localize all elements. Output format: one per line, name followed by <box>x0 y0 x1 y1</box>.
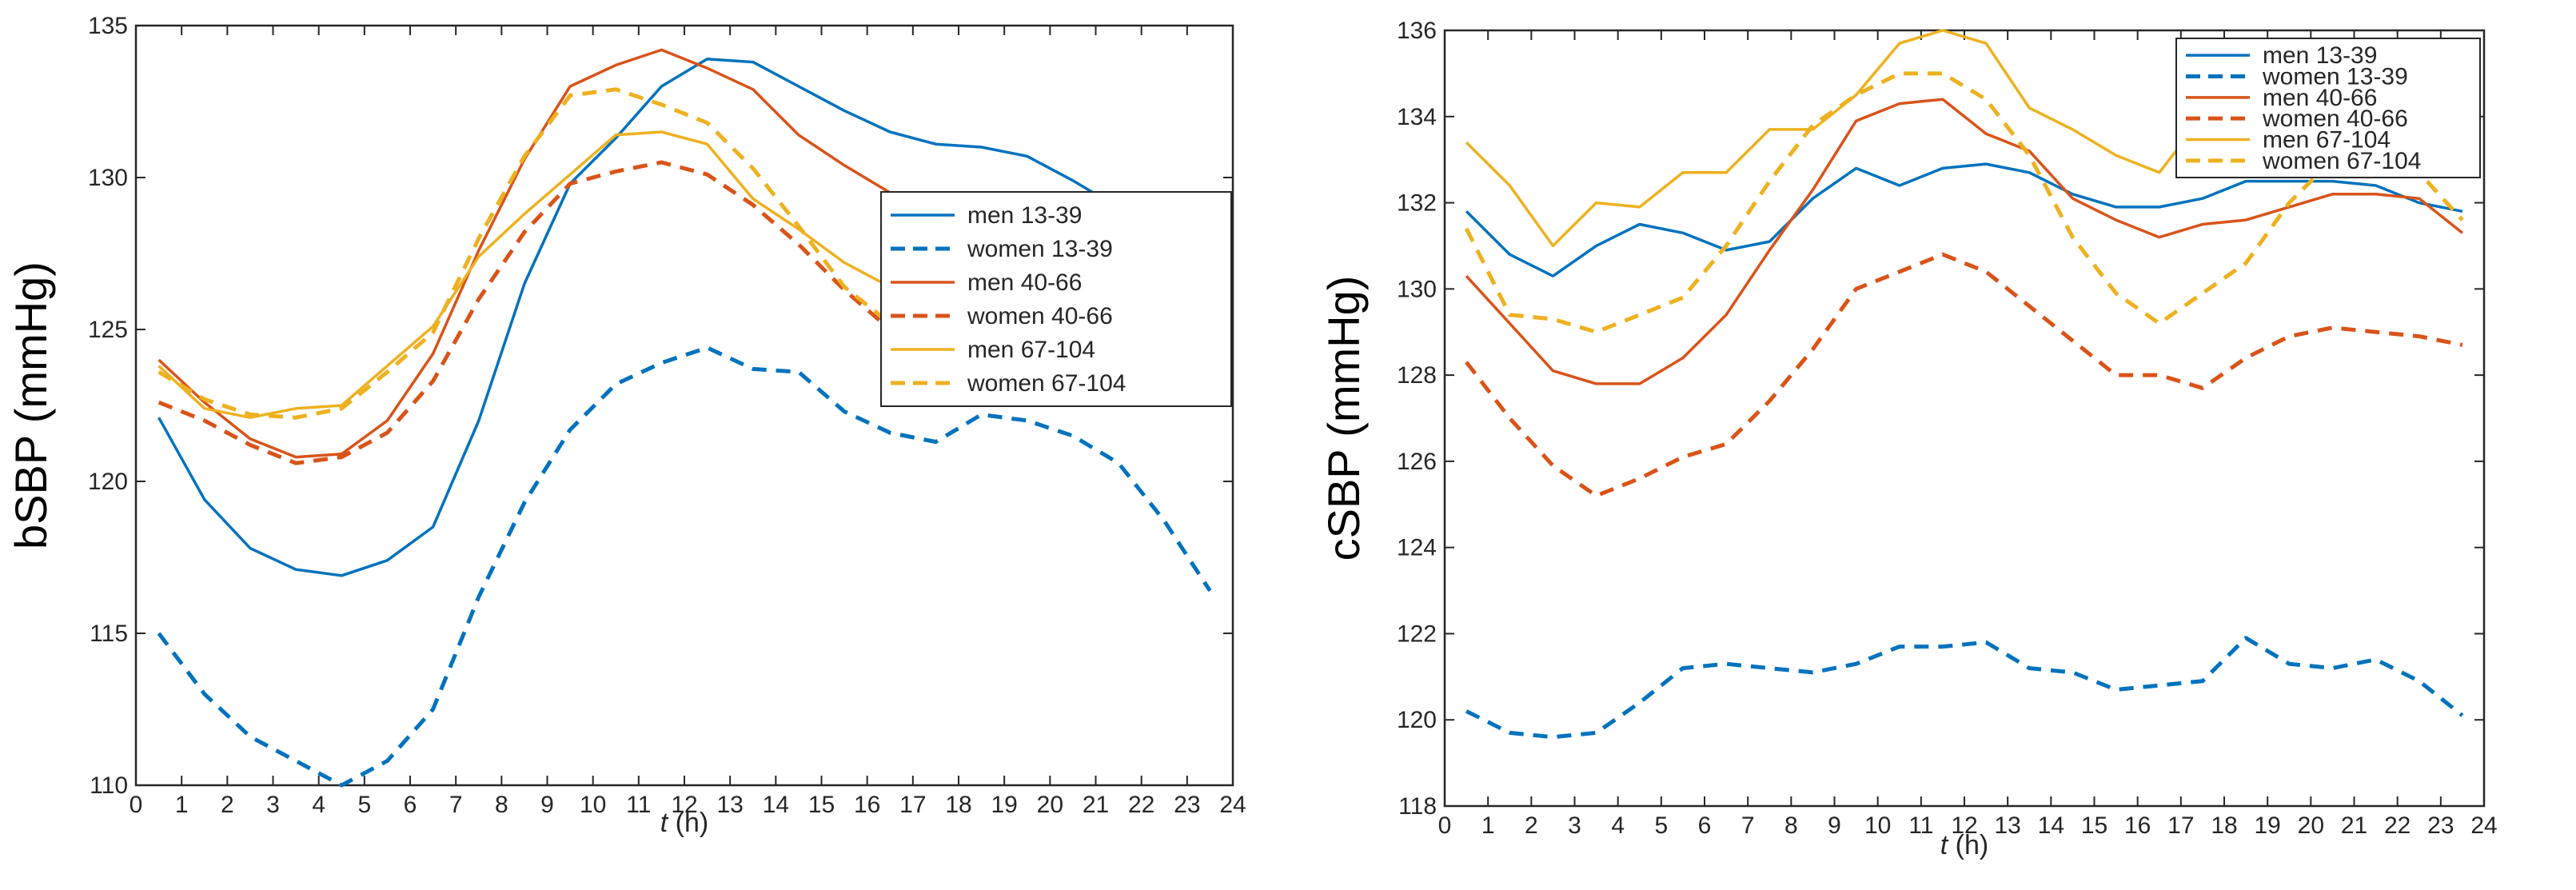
chart1-xtick-label-17: 17 <box>899 792 926 818</box>
chart1-ytick-label-2: 120 <box>88 469 128 495</box>
chart1-xtick-label-3: 3 <box>266 792 280 818</box>
chart1-legend-label-4: men 67-104 <box>967 337 1095 363</box>
chart1-xtick-label-23: 23 <box>1174 792 1200 818</box>
chart2-ytick-label-1: 120 <box>1397 707 1437 733</box>
chart2-ytick-label-5: 128 <box>1397 362 1437 389</box>
chart1-xtick-label-15: 15 <box>808 792 835 818</box>
chart1-xtick-label-13: 13 <box>716 792 743 818</box>
chart2-legend-label-4: men 67-104 <box>2263 127 2391 154</box>
chart2-ytick-label-0: 118 <box>1398 793 1437 820</box>
chart1-legend-box <box>880 191 1232 407</box>
chart1-xtick-label-5: 5 <box>357 792 371 818</box>
chart2-xtick-label-1: 1 <box>1481 812 1495 839</box>
chart2-xtick-label-19: 19 <box>2254 812 2280 839</box>
chart1-legend-label-5: women 67-104 <box>967 370 1126 397</box>
chart2-series-women-13-39 <box>1465 636 2464 740</box>
chart2-xtick-label-10: 10 <box>1864 812 1891 839</box>
chart1-ytick-label-1: 115 <box>90 621 128 647</box>
chart1-series-men-13-39 <box>158 58 1211 577</box>
chart2-xtick-label-23: 23 <box>2427 812 2454 839</box>
chart2-xtick-label-7: 7 <box>1741 812 1755 839</box>
chart1-xtick-label-20: 20 <box>1037 792 1063 818</box>
chart2-ytick-label-2: 122 <box>1397 621 1437 647</box>
chart2-xtick-label-14: 14 <box>2038 812 2064 839</box>
chart2-panel: 0 1 2 3 4 5 6 7 8 9 10 11 12 13 14 15 16 17 18 19 20 21 22 23 24… <box>1318 18 2498 860</box>
chart2-xtick-label-24: 24 <box>2470 812 2497 839</box>
chart1-xtick-label-14: 14 <box>763 792 789 818</box>
chart1-xtick-label-10: 10 <box>580 792 606 818</box>
chart2-xtick-label-13: 13 <box>1994 812 2020 839</box>
chart1-legend-label-1: women 13-39 <box>967 236 1113 262</box>
chart2-series-men-40-66 <box>1465 98 2463 385</box>
chart1-xlabel: t (h) <box>660 808 708 838</box>
chart1-xlabel-unit: (h) <box>668 808 708 838</box>
chart2-ytick-label-4: 126 <box>1397 449 1437 475</box>
chart2-legend-label-1: women 13-39 <box>2262 64 2408 90</box>
chart2-xtick-label-20: 20 <box>2298 812 2324 839</box>
chart2-legend-label-5: women 67-104 <box>2262 148 2421 174</box>
chart2-xtick-label-0: 0 <box>1438 812 1452 839</box>
chart2-xtick-label-21: 21 <box>2341 812 2367 839</box>
chart2-xtick-label-5: 5 <box>1654 812 1668 839</box>
chart2-xtick-label-11: 11 <box>1908 812 1933 839</box>
chart1-xtick-label-6: 6 <box>404 792 417 818</box>
chart2-xtick-label-3: 3 <box>1568 812 1581 839</box>
chart1-xtick-label-0: 0 <box>130 792 143 818</box>
chart1-xtick-label-1: 1 <box>175 792 189 818</box>
chart2-xtick-label-15: 15 <box>2081 812 2107 839</box>
chart2-xlabel-var: t <box>1940 830 1949 860</box>
chart2-xtick-label-17: 17 <box>2167 812 2194 839</box>
chart1-xlabel-var: t <box>660 808 669 838</box>
chart2-xlabel: t (h) <box>1940 830 1988 860</box>
chart2-ytick-label-8: 134 <box>1397 104 1437 130</box>
chart1-xtick-label-8: 8 <box>495 792 508 818</box>
chart2-ytick-label-6: 130 <box>1397 276 1437 302</box>
chart1-xtick-label-24: 24 <box>1219 792 1246 818</box>
chart2-ytick-label-3: 124 <box>1397 535 1437 561</box>
chart1-xtick-label-21: 21 <box>1083 792 1109 818</box>
chart2-xtick-label-16: 16 <box>2124 812 2151 839</box>
chart2-xtick-label-2: 2 <box>1525 812 1538 839</box>
chart1-xtick-label-18: 18 <box>945 792 971 818</box>
chart1-xtick-label-12: 12 <box>671 792 697 818</box>
chart2-xtick-label-18: 18 <box>2211 812 2237 839</box>
chart2-legend-label-2: men 40-66 <box>2263 85 2377 111</box>
chart2-legend-label-3: women 40-66 <box>2262 106 2408 132</box>
chart1-xtick-label-4: 4 <box>312 792 325 818</box>
chart2-series-women-40-66 <box>1465 252 2463 498</box>
chart1-ytick-label-0: 110 <box>90 772 128 799</box>
chart1-legend: men 13-39 women 13-39 men 40-66 women 40-66… <box>880 191 1232 407</box>
chart2-ylabel: cSBP (mmHg) <box>1318 276 1369 561</box>
chart1-legend-label-0: men 13-39 <box>967 202 1082 229</box>
chart2-xtick-label-12: 12 <box>1951 812 1977 839</box>
chart2-legend-box <box>2175 38 2481 178</box>
chart2-xtick-label-6: 6 <box>1698 812 1712 839</box>
chart2-legend-label-0: men 13-39 <box>2263 42 2377 69</box>
chart2-ytick-label-7: 132 <box>1397 190 1437 217</box>
chart1-ytick-label-5: 135 <box>88 13 128 39</box>
chart1-ytick-label-3: 125 <box>88 317 128 343</box>
chart1-xtick-label-19: 19 <box>991 792 1017 818</box>
chart1-xtick-label-22: 22 <box>1128 792 1154 818</box>
chart1-legend-label-2: men 40-66 <box>967 269 1082 296</box>
chart1-legend-label-3: women 40-66 <box>967 303 1113 329</box>
chart1-xtick-label-16: 16 <box>854 792 880 818</box>
chart2-series-women-67-104 <box>1464 71 2464 334</box>
chart2-xtick-label-8: 8 <box>1784 812 1798 839</box>
chart2-xtick-label-22: 22 <box>2384 812 2411 839</box>
chart2-xtick-label-4: 4 <box>1611 812 1625 839</box>
chart1-ylabel: bSBP (mmHg) <box>6 261 56 549</box>
chart1-xtick-label-9: 9 <box>540 792 554 818</box>
chart1-ytick-label-4: 130 <box>88 165 128 191</box>
chart2-xlabel-unit: (h) <box>1948 830 1988 860</box>
chart2-xtick-label-9: 9 <box>1828 812 1841 839</box>
chart2-ytick-label-9: 136 <box>1397 18 1437 44</box>
chart1-xtick-label-7: 7 <box>449 792 463 818</box>
chart1-xtick-label-2: 2 <box>221 792 234 818</box>
chart1-xtick-label-11: 11 <box>626 792 651 818</box>
chart2-series-men-13-39 <box>1465 162 2463 277</box>
chart1-panel: 0 1 2 3 4 5 6 7 8 9 10 11 12 13 14 15 16 17 18 19 20 21 22 23 24… <box>6 13 1246 838</box>
